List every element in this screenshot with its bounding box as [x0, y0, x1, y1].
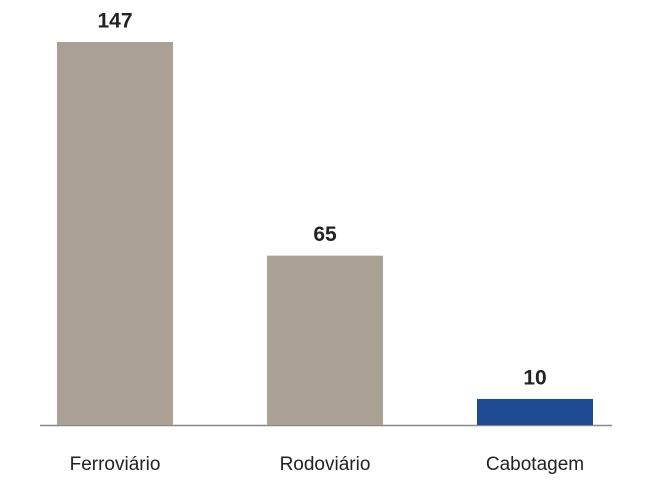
data-label: 65	[313, 223, 337, 246]
x-tick-label: Rodoviário	[280, 454, 371, 475]
bar	[57, 42, 173, 425]
data-label: 147	[97, 10, 132, 33]
x-tick-label: Ferroviário	[70, 454, 161, 475]
bar	[267, 255, 383, 425]
x-tick-label: Cabotagem	[486, 454, 584, 475]
bar	[477, 398, 593, 425]
data-label: 10	[523, 366, 546, 389]
